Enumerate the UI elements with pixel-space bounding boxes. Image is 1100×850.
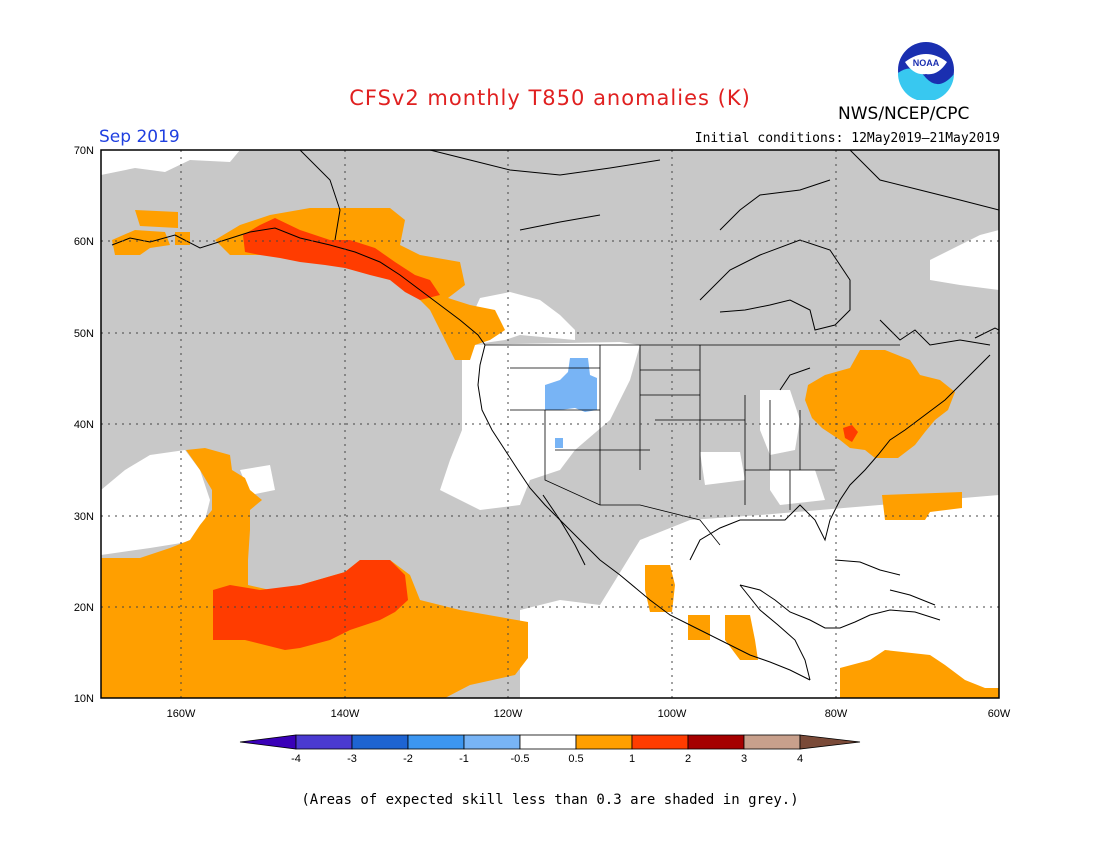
- lat-label: 60N: [74, 236, 94, 248]
- colorbar-label: 3: [741, 753, 747, 765]
- map-frame: [100, 149, 1000, 699]
- colorbar-cell: [575, 734, 633, 750]
- anomaly-central-pacific: [213, 560, 408, 650]
- lon-labels: 160W 140W 120W 100W 80W 60W: [167, 708, 1011, 720]
- lat-label: 10N: [74, 693, 94, 705]
- colorbar-label: -4: [291, 753, 301, 765]
- anomaly-western-atlantic: [882, 492, 962, 520]
- coastlines: [111, 150, 999, 681]
- boundaries: [485, 344, 900, 546]
- colorbar-cell: [463, 734, 521, 750]
- lon-label: 100W: [658, 708, 687, 720]
- colorbar-label: 4: [797, 753, 803, 765]
- near-normal-areas: [101, 150, 999, 698]
- lat-label: 70N: [74, 145, 94, 157]
- lat-label: 50N: [74, 328, 94, 340]
- colorbar: [239, 734, 861, 750]
- anomaly-subtropical-pacific: [101, 448, 528, 698]
- anomaly-idaho-montana: [545, 358, 597, 412]
- lon-label: 60W: [988, 708, 1011, 720]
- anomaly-alaska-west: [112, 230, 170, 255]
- map-title: CFSv2 monthly T850 anomalies (K): [349, 86, 751, 110]
- colorbar-cell: [743, 734, 801, 750]
- colorbar-label: 2: [685, 753, 691, 765]
- anomaly-caribbean-south: [840, 650, 999, 698]
- lon-label: 120W: [494, 708, 523, 720]
- noaa-logo: NOAA: [897, 42, 954, 100]
- anomaly-mexico-coast: [645, 565, 675, 612]
- lon-label: 80W: [825, 708, 848, 720]
- skill-footnote: (Areas of expected skill less than 0.3 a…: [301, 792, 799, 808]
- logo-text: NOAA: [913, 58, 940, 68]
- colorbar-arrow-high: [799, 734, 861, 750]
- anomaly-central-america: [688, 615, 710, 640]
- lat-labels: 70N 60N 50N 40N 30N 20N 10N: [74, 145, 94, 705]
- lon-label: 140W: [331, 708, 360, 720]
- agency-label: NWS/NCEP/CPC: [838, 104, 970, 124]
- lat-label: 20N: [74, 602, 94, 614]
- colorbar-cell: [351, 734, 409, 750]
- colorbar-cell: [631, 734, 689, 750]
- colorbar-label: -3: [347, 753, 357, 765]
- colorbar-label: -2: [403, 753, 413, 765]
- logo-bird: [905, 54, 947, 75]
- valid-month: Sep 2019: [99, 127, 180, 147]
- colorbar-label: 1: [629, 753, 635, 765]
- lat-label: 40N: [74, 419, 94, 431]
- colorbar-label: -0.5: [511, 753, 530, 765]
- colorbar-cell: [295, 734, 353, 750]
- colorbar-label: -1: [459, 753, 469, 765]
- colorbar-cell: [407, 734, 465, 750]
- colorbar-label: 0.5: [568, 753, 583, 765]
- lat-label: 30N: [74, 511, 94, 523]
- initial-conditions: Initial conditions: 12May2019–21May2019: [694, 131, 1000, 146]
- colorbar-labels: -4 -3 -2 -1 -0.5 0.5 1 2 3 4: [291, 753, 803, 765]
- colorbar-arrow-low: [239, 734, 297, 750]
- anomaly-alaska-gulf-coast: [243, 218, 440, 300]
- lon-label: 160W: [167, 708, 196, 720]
- graticule: [101, 150, 999, 698]
- logo-wave: [897, 68, 954, 100]
- colorbar-cell: [687, 734, 745, 750]
- colorbar-cell: [519, 734, 577, 750]
- anomaly-eastern-us: [805, 350, 955, 458]
